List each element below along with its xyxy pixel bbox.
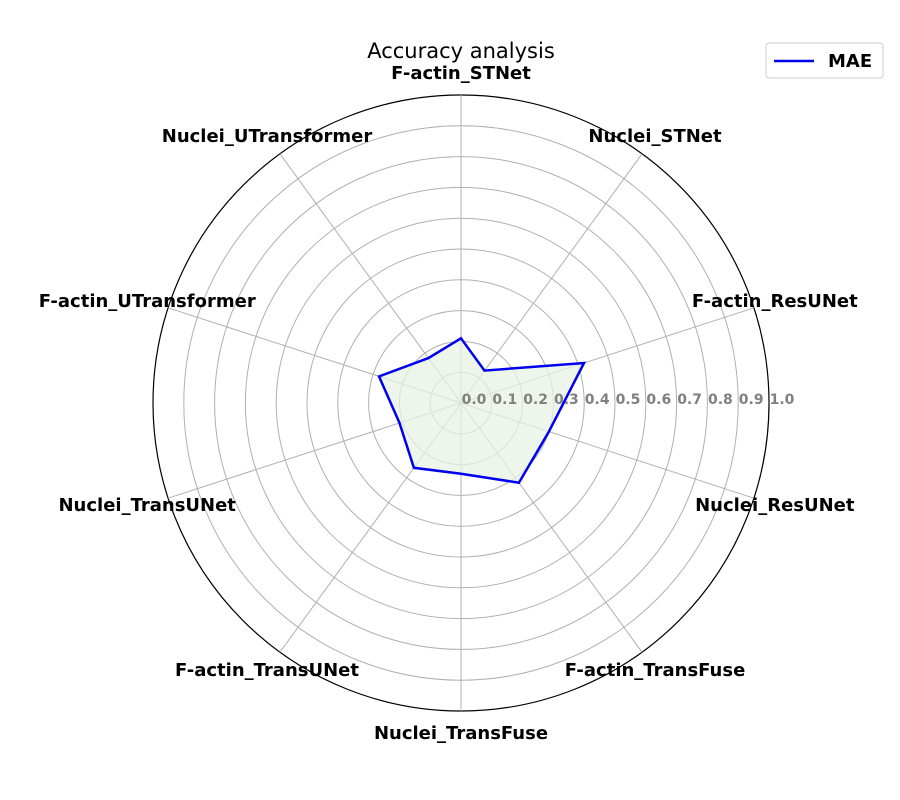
radial-tick-label: 0.6 bbox=[646, 392, 671, 408]
category-labels: F-actin_STNet Nuclei_STNet F-actin_ResUNet… bbox=[39, 63, 858, 744]
radial-tick-label: 0.3 bbox=[554, 392, 579, 408]
series-layer bbox=[377, 336, 587, 485]
radial-tick-label: 0.0 bbox=[462, 392, 487, 408]
radial-tick-label: 0.1 bbox=[492, 392, 517, 408]
category-label: Nuclei_TransFuse bbox=[374, 723, 548, 744]
series-line-mae bbox=[377, 336, 587, 485]
category-label: F-actin_TransFuse bbox=[565, 660, 746, 681]
radial-tick-label: 0.5 bbox=[616, 392, 641, 408]
legend-box bbox=[765, 42, 884, 79]
radial-tick-labels: 0.0 0.1 0.2 0.3 0.4 0.5 0.6 0.7 0.8 0.9 1.0 bbox=[462, 392, 795, 408]
category-label: F-actin_TransUNet bbox=[175, 660, 359, 681]
angular-gridline bbox=[460, 153, 643, 404]
legend: MAE bbox=[765, 42, 884, 79]
category-label: F-actin_ResUNet bbox=[692, 291, 858, 312]
category-label: F-actin_STNet bbox=[391, 63, 531, 84]
radial-tick-label: 0.7 bbox=[677, 392, 702, 408]
radial-tick-label: 0.2 bbox=[523, 392, 548, 408]
category-label: Nuclei_ResUNet bbox=[695, 495, 855, 516]
radial-tick-label: 0.9 bbox=[739, 392, 764, 408]
radial-tick-label: 0.4 bbox=[585, 392, 610, 408]
chart-title: Accuracy analysis bbox=[367, 39, 555, 63]
legend-label-mae: MAE bbox=[828, 51, 872, 72]
series-area-mae bbox=[379, 338, 584, 483]
category-label: F-actin_UTransformer bbox=[39, 291, 256, 312]
category-label: Nuclei_STNet bbox=[588, 126, 722, 147]
radial-tick-label: 1.0 bbox=[770, 392, 795, 408]
category-label: Nuclei_TransUNet bbox=[58, 495, 236, 516]
category-label: Nuclei_UTransformer bbox=[162, 126, 373, 147]
radial-tick-label: 0.8 bbox=[708, 392, 733, 408]
